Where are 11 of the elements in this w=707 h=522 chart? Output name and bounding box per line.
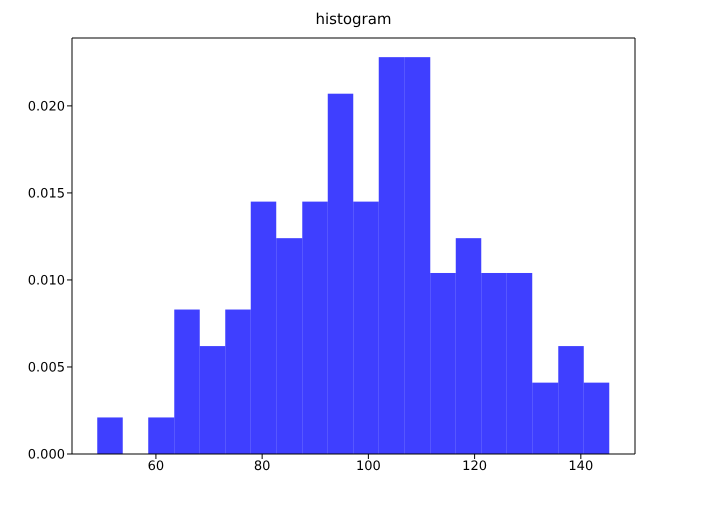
x-tick-label: 60	[148, 459, 164, 474]
chart-title: histogram	[314, 10, 393, 28]
x-tick-label: 80	[254, 459, 270, 474]
y-tick-label: 0.015	[28, 186, 65, 202]
y-tick-label: 0.000	[28, 448, 65, 463]
y-tick-label: 0.020	[28, 100, 65, 114]
y-tick-label: 0.010	[28, 274, 65, 289]
x-tick-label: 140	[568, 459, 594, 474]
y-tick-label: 0.005	[28, 360, 65, 376]
x-tick-label: 120	[462, 459, 488, 474]
x-tick-label: 100	[356, 459, 381, 474]
